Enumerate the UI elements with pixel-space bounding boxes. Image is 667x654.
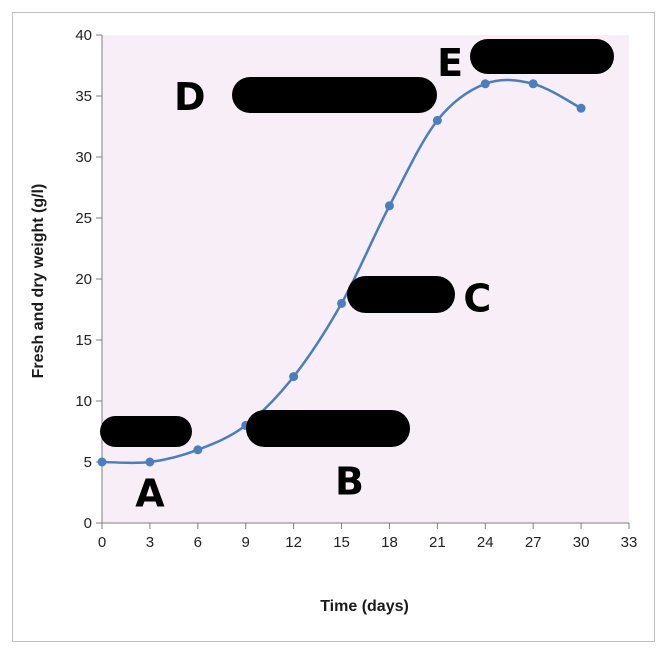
data-point — [480, 79, 490, 89]
x-tick-label: 30 — [573, 534, 590, 551]
x-tick-label: 3 — [146, 534, 154, 551]
data-point — [432, 115, 442, 125]
annotation-e: E — [437, 41, 463, 85]
data-point — [193, 445, 203, 455]
y-tick-label: 5 — [84, 454, 92, 471]
redaction-near-a — [100, 416, 192, 447]
y-tick-label: 20 — [75, 271, 92, 288]
annotation-d: D — [174, 75, 206, 119]
redaction-marks — [100, 39, 614, 447]
data-point — [289, 372, 299, 382]
data-point — [337, 298, 347, 308]
y-axis: 0 5 10 15 20 25 30 35 40 — [75, 27, 103, 532]
redaction-near-c — [347, 276, 455, 313]
data-point — [528, 79, 538, 89]
x-tick-label: 33 — [621, 534, 638, 551]
redaction-near-b — [246, 410, 410, 447]
y-tick-label: 0 — [84, 515, 92, 532]
y-tick-label: 25 — [75, 210, 92, 227]
x-tick-label: 24 — [477, 534, 494, 551]
y-tick-label: 10 — [75, 393, 92, 410]
data-point — [576, 103, 586, 113]
annotation-b: B — [335, 459, 364, 503]
redaction-near-e — [470, 39, 614, 74]
data-point — [384, 201, 394, 211]
y-tick-label: 40 — [75, 27, 92, 44]
y-tick-label: 30 — [75, 149, 92, 166]
annotation-a: A — [135, 472, 165, 516]
x-tick-label: 18 — [381, 534, 398, 551]
x-tick-label: 27 — [525, 534, 542, 551]
x-tick-label: 9 — [242, 534, 250, 551]
redaction-near-d — [232, 77, 437, 113]
y-tick-label: 35 — [75, 88, 92, 105]
x-axis: 0 3 6 9 12 15 18 21 24 27 30 33 — [98, 522, 638, 551]
x-tick-label: 15 — [333, 534, 350, 551]
x-tick-label: 6 — [194, 534, 202, 551]
annotation-c: C — [463, 276, 491, 320]
x-tick-label: 12 — [285, 534, 302, 551]
annotation-labels: A B C D E — [135, 41, 491, 516]
x-tick-label: 0 — [98, 534, 106, 551]
data-point — [97, 457, 107, 467]
x-tick-label: 21 — [429, 534, 446, 551]
data-point — [145, 457, 155, 467]
x-axis-title: Time (days) — [320, 598, 409, 615]
y-axis-title: Fresh and dry weight (g/l) — [30, 184, 47, 379]
y-tick-label: 15 — [75, 332, 92, 349]
